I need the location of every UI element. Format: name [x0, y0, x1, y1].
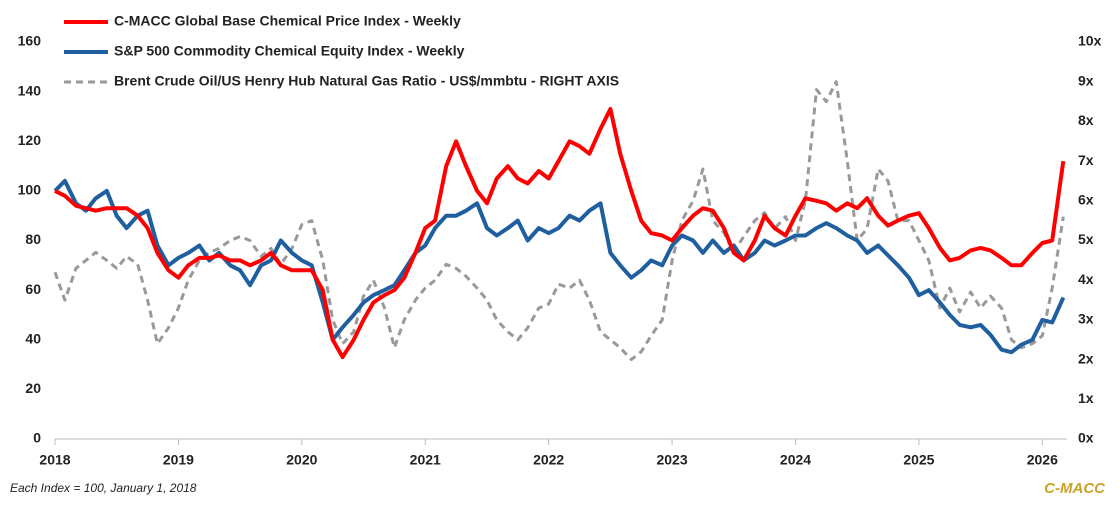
x-tick-label: 2019	[163, 452, 194, 468]
series-line	[53, 80, 1065, 362]
x-tick-label: 2018	[39, 452, 70, 468]
x-tick-label: 2021	[410, 452, 441, 468]
y2-tick-label: 10x	[1078, 33, 1102, 49]
x-tick-label: 2026	[1027, 452, 1058, 468]
legend-label: S&P 500 Commodity Chemical Equity Index …	[114, 43, 465, 59]
y2-tick-label: 1x	[1078, 390, 1094, 406]
y2-tick-label: 6x	[1078, 192, 1094, 208]
y2-tick-label: 3x	[1078, 311, 1094, 327]
y2-tick-label: 8x	[1078, 112, 1094, 128]
y-tick-label: 80	[25, 231, 41, 247]
y-tick-label: 140	[18, 82, 42, 98]
y2-tick-label: 2x	[1078, 350, 1094, 366]
y-tick-label: 40	[25, 330, 41, 346]
y-tick-label: 60	[25, 281, 41, 297]
y2-tick-label: 4x	[1078, 271, 1094, 287]
y-tick-label: 20	[25, 380, 41, 396]
x-tick-label: 2025	[903, 452, 934, 468]
brand: C-MACC	[1044, 480, 1106, 497]
y-tick-label: 160	[18, 33, 42, 49]
series-line	[54, 107, 1066, 360]
x-tick-label: 2020	[286, 452, 317, 468]
y-tick-label: 0	[33, 430, 41, 446]
legend-label: C-MACC Global Base Chemical Price Index …	[114, 13, 461, 29]
y2-tick-label: 5x	[1078, 231, 1094, 247]
y2-tick-label: 7x	[1078, 152, 1094, 168]
legend-label: Brent Crude Oil/US Henry Hub Natural Gas…	[114, 73, 619, 89]
series-line	[53, 178, 1066, 355]
y-tick-label: 120	[18, 132, 42, 148]
x-tick-label: 2022	[533, 452, 564, 468]
y-tick-label: 100	[18, 182, 42, 198]
footnote: Each Index = 100, January 1, 2018	[10, 481, 197, 495]
y2-tick-label: 9x	[1078, 72, 1094, 88]
y2-tick-label: 0x	[1078, 430, 1094, 446]
x-tick-label: 2024	[780, 452, 811, 468]
x-tick-label: 2023	[656, 452, 687, 468]
